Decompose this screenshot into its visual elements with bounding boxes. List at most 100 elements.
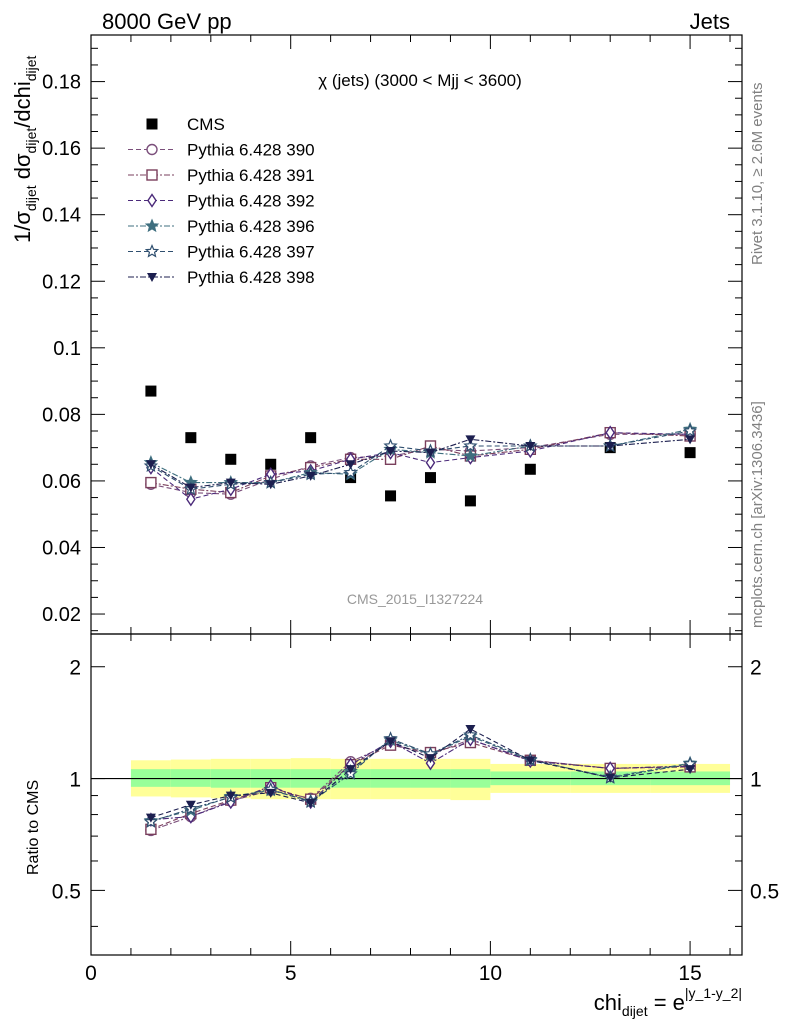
legend-marker xyxy=(147,193,157,208)
legend-label: Pythia 6.428 392 xyxy=(187,192,315,211)
point-p397 xyxy=(343,465,358,479)
y-tick-label: 0.14 xyxy=(42,205,81,227)
ratio-y-tick-label: 2 xyxy=(69,657,81,680)
point-p398 xyxy=(305,471,316,481)
legend-item-p390: Pythia 6.428 390 xyxy=(128,141,315,160)
ratio-y-axis-label: Ratio to CMS xyxy=(25,780,42,875)
header-energy-label: 8000 GeV pp xyxy=(102,9,232,34)
point-cms xyxy=(424,472,436,484)
legend: CMS Pythia 6.428 390 Pythia 6.428 391 Pythi… xyxy=(128,115,315,287)
ratio-y-tick-label-right: 2 xyxy=(750,657,762,680)
legend-item-p397: Pythia 6.428 397 xyxy=(128,243,315,262)
y-tick-label: 0.16 xyxy=(42,138,81,160)
ratio-point-p398 xyxy=(305,798,316,808)
ratio-plot-marks xyxy=(143,724,698,837)
legend-marker xyxy=(147,273,157,282)
legend-label: Pythia 6.428 390 xyxy=(187,141,315,160)
y-tick-label: 0.1 xyxy=(53,338,81,360)
plot-title: χ (jets) (3000 < Mjj < 3600) xyxy=(318,71,522,90)
point-p392 xyxy=(425,455,436,470)
ratio-line-p398 xyxy=(150,728,691,819)
legend-marker xyxy=(144,243,160,258)
x-tick-label: 15 xyxy=(678,962,701,985)
main-plot-axes: 0.02 0.04 0.06 0.08 0.1 0.12 0.14 0.16 0.18 xyxy=(42,35,742,634)
legend-item-p396: Pythia 6.428 396 xyxy=(128,217,315,236)
y-tick-label: 0.18 xyxy=(42,72,81,94)
point-cms xyxy=(684,447,696,459)
ratio-point-p392 xyxy=(425,755,436,771)
ratio-plot-axes: 0.5 0.5 1 1 2 2 0 5 10 15 xyxy=(52,634,779,985)
point-p398 xyxy=(385,446,396,456)
point-cms xyxy=(524,463,536,475)
point-p396 xyxy=(463,448,478,463)
point-p398 xyxy=(345,460,356,470)
ratio-point-p398 xyxy=(265,788,276,798)
point-cms xyxy=(464,495,476,507)
point-p398 xyxy=(265,480,276,490)
point-cms xyxy=(225,453,237,465)
ratio-line-p392 xyxy=(150,738,691,821)
mcplots-reference-label: mcplots.cern.ch [arXiv:1306.3436] xyxy=(749,401,766,628)
point-p398 xyxy=(525,441,536,451)
main-plot-marks xyxy=(143,385,698,507)
point-p397 xyxy=(463,438,478,453)
ratio-point-p398 xyxy=(605,773,616,783)
ratio-point-p398 xyxy=(185,800,196,810)
ratio-point-p398 xyxy=(225,791,236,801)
series-line-p398 xyxy=(150,438,691,489)
point-p398 xyxy=(685,435,696,445)
point-p398 xyxy=(185,483,196,493)
point-p398 xyxy=(225,478,236,488)
x-tick-label: 10 xyxy=(479,962,502,985)
ratio-y-tick-label: 1 xyxy=(69,769,81,792)
y-tick-label: 0.04 xyxy=(42,537,81,559)
ratio-point-p398 xyxy=(425,754,436,764)
rivet-version-label: Rivet 3.1.10, ≥ 2.6M events xyxy=(749,83,766,266)
legend-marker xyxy=(144,218,160,233)
legend-label: Pythia 6.428 396 xyxy=(187,217,315,236)
ratio-point-p398 xyxy=(385,737,396,747)
y-tick-label: 0.02 xyxy=(42,604,81,626)
x-axis-label: chidijet = e|y_1-y_2| xyxy=(594,985,742,1019)
series-p398 xyxy=(145,435,696,493)
series-line-p397 xyxy=(150,430,691,490)
legend-label: Pythia 6.428 391 xyxy=(187,166,315,185)
main-plot: 0.02 0.04 0.06 0.08 0.1 0.12 0.14 0.16 0.18 xyxy=(42,34,743,635)
point-cms xyxy=(145,385,157,397)
ratio-y-tick-label-right: 1 xyxy=(750,769,762,792)
ratio-plot-frame xyxy=(90,633,743,956)
ratio-y-tick-label: 0.5 xyxy=(52,880,81,903)
ratio-y-tick-label-right: 0.5 xyxy=(750,880,779,903)
header-process-label: Jets xyxy=(690,9,730,34)
ratio-point-p398 xyxy=(465,724,476,734)
ratio-point-p398 xyxy=(345,765,356,775)
series-line-p390 xyxy=(150,433,691,495)
y-tick-label: 0.12 xyxy=(42,271,81,293)
series-line-p392 xyxy=(150,432,691,500)
point-p398 xyxy=(605,441,616,451)
ratio-series-p398 xyxy=(145,724,696,823)
ratio-point-p398 xyxy=(145,813,156,823)
ratio-plot: 0.5 0.5 1 1 2 2 0 5 10 15 xyxy=(52,633,779,985)
point-cms xyxy=(305,432,317,444)
point-p398 xyxy=(145,460,156,470)
legend-label: Pythia 6.428 397 xyxy=(187,243,315,262)
point-p397 xyxy=(682,423,698,438)
legend-item-cms: CMS xyxy=(146,115,225,134)
main-y-axis-label: 1/σdijet dσdijet/dchidijet xyxy=(10,55,39,243)
point-cms xyxy=(265,458,277,470)
series-line-p396 xyxy=(150,428,691,484)
point-p391 xyxy=(145,476,157,489)
point-p398 xyxy=(425,448,436,458)
y-tick-label: 0.08 xyxy=(42,404,81,426)
ratio-line-p397 xyxy=(150,734,691,823)
x-tick-label: 5 xyxy=(285,962,297,985)
point-p398 xyxy=(465,435,476,445)
x-tick-label: 0 xyxy=(85,962,97,985)
legend-marker xyxy=(146,118,158,130)
legend-item-p398: Pythia 6.428 398 xyxy=(128,268,315,287)
legend-label: CMS xyxy=(187,115,225,134)
legend-marker xyxy=(146,143,158,156)
point-cms xyxy=(185,432,197,444)
